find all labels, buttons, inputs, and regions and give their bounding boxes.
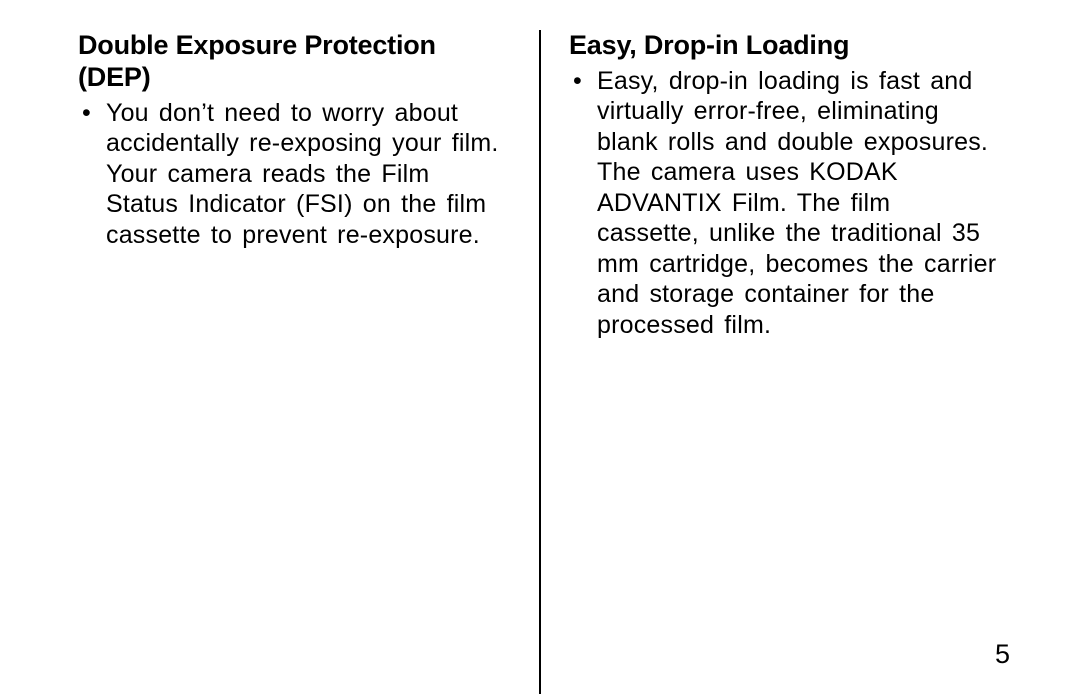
- left-column: Double Exposure Protection (DEP) You don…: [78, 30, 539, 694]
- right-bullet-item: Easy, drop-in loading is fast and virtua…: [569, 66, 1002, 341]
- manual-page: Double Exposure Protection (DEP) You don…: [0, 0, 1080, 694]
- right-heading: Easy, Drop-in Loading: [569, 30, 1002, 62]
- right-bullet-list: Easy, drop-in loading is fast and virtua…: [569, 66, 1002, 341]
- left-bullet-list: You don’t need to worry about accidental…: [78, 98, 511, 251]
- page-number: 5: [995, 639, 1010, 670]
- right-column: Easy, Drop-in Loading Easy, drop-in load…: [539, 30, 1002, 694]
- two-column-layout: Double Exposure Protection (DEP) You don…: [0, 0, 1080, 694]
- left-bullet-item: You don’t need to worry about accidental…: [78, 98, 511, 251]
- left-heading: Double Exposure Protection (DEP): [78, 30, 511, 94]
